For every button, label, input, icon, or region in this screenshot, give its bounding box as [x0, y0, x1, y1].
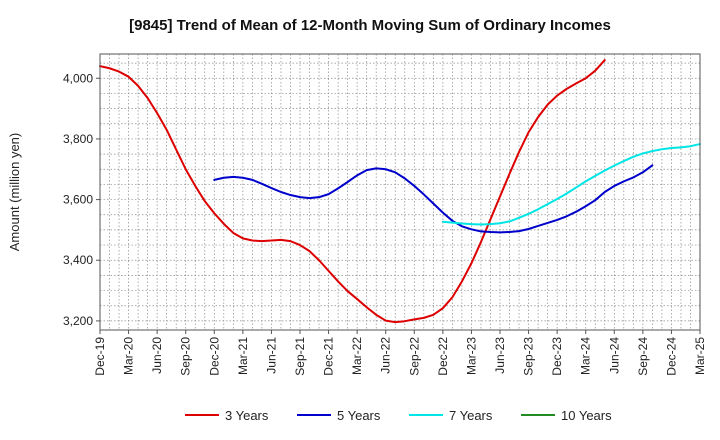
x-tick-label: Jun-22	[379, 337, 393, 374]
x-tick-label: Sep-24	[636, 337, 650, 376]
x-tick-label: Dec-23	[550, 337, 564, 376]
x-tick-label: Sep-22	[407, 337, 421, 376]
x-tick-label: Dec-21	[322, 337, 336, 376]
grid	[100, 54, 700, 330]
x-tick-label: Dec-24	[664, 337, 678, 376]
legend: 3 Years 5 Years 7 Years 10 Years	[185, 408, 612, 423]
x-tick-label: Jun-21	[264, 337, 278, 374]
x-tick-label: Sep-23	[522, 337, 536, 376]
y-tick-label: 4,000	[63, 71, 93, 85]
x-tick-label: Mar-22	[350, 337, 364, 375]
plot-frame	[99, 53, 701, 331]
series-line-3-years	[99, 59, 606, 324]
x-tick-label: Jun-20	[150, 337, 164, 374]
x-tick-label: Mar-24	[579, 337, 593, 375]
legend-label-10-years: 10 Years	[561, 408, 612, 423]
x-tick-label: Dec-19	[93, 337, 107, 376]
series-lines	[99, 59, 701, 324]
x-tick-label: Mar-21	[236, 337, 250, 375]
y-tick-label: 3,800	[63, 132, 93, 146]
x-tick-label: Jun-24	[607, 337, 621, 374]
y-axis-label: Amount (million yen)	[7, 133, 22, 252]
x-tick-label: Sep-20	[179, 337, 193, 376]
x-tick-label: Dec-20	[207, 337, 221, 376]
legend-label-5-years: 5 Years	[337, 408, 381, 423]
legend-label-7-years: 7 Years	[449, 408, 493, 423]
series-line-5-years	[213, 164, 654, 234]
y-tick-label: 3,200	[63, 314, 93, 328]
x-tick-label: Mar-20	[122, 337, 136, 375]
chart-title: [9845] Trend of Mean of 12-Month Moving …	[129, 17, 611, 34]
x-tick-label: Sep-21	[293, 337, 307, 376]
y-tick-label: 3,400	[63, 253, 93, 267]
y-tick-label: 3,600	[63, 193, 93, 207]
x-tick-label: Jun-23	[493, 337, 507, 374]
x-tick-label: Mar-23	[464, 337, 478, 375]
x-tick-label: Mar-25	[693, 337, 707, 375]
x-axis-ticks: Dec-19 Mar-20 Jun-20 Sep-20 Dec-20 Mar-21 Jun-…	[93, 330, 707, 376]
legend-label-3-years: 3 Years	[225, 408, 269, 423]
y-axis-ticks: 3,200 3,400 3,600 3,800 4,000	[63, 71, 100, 328]
x-tick-label: Dec-22	[436, 337, 450, 376]
series-line-7-years	[441, 143, 701, 226]
